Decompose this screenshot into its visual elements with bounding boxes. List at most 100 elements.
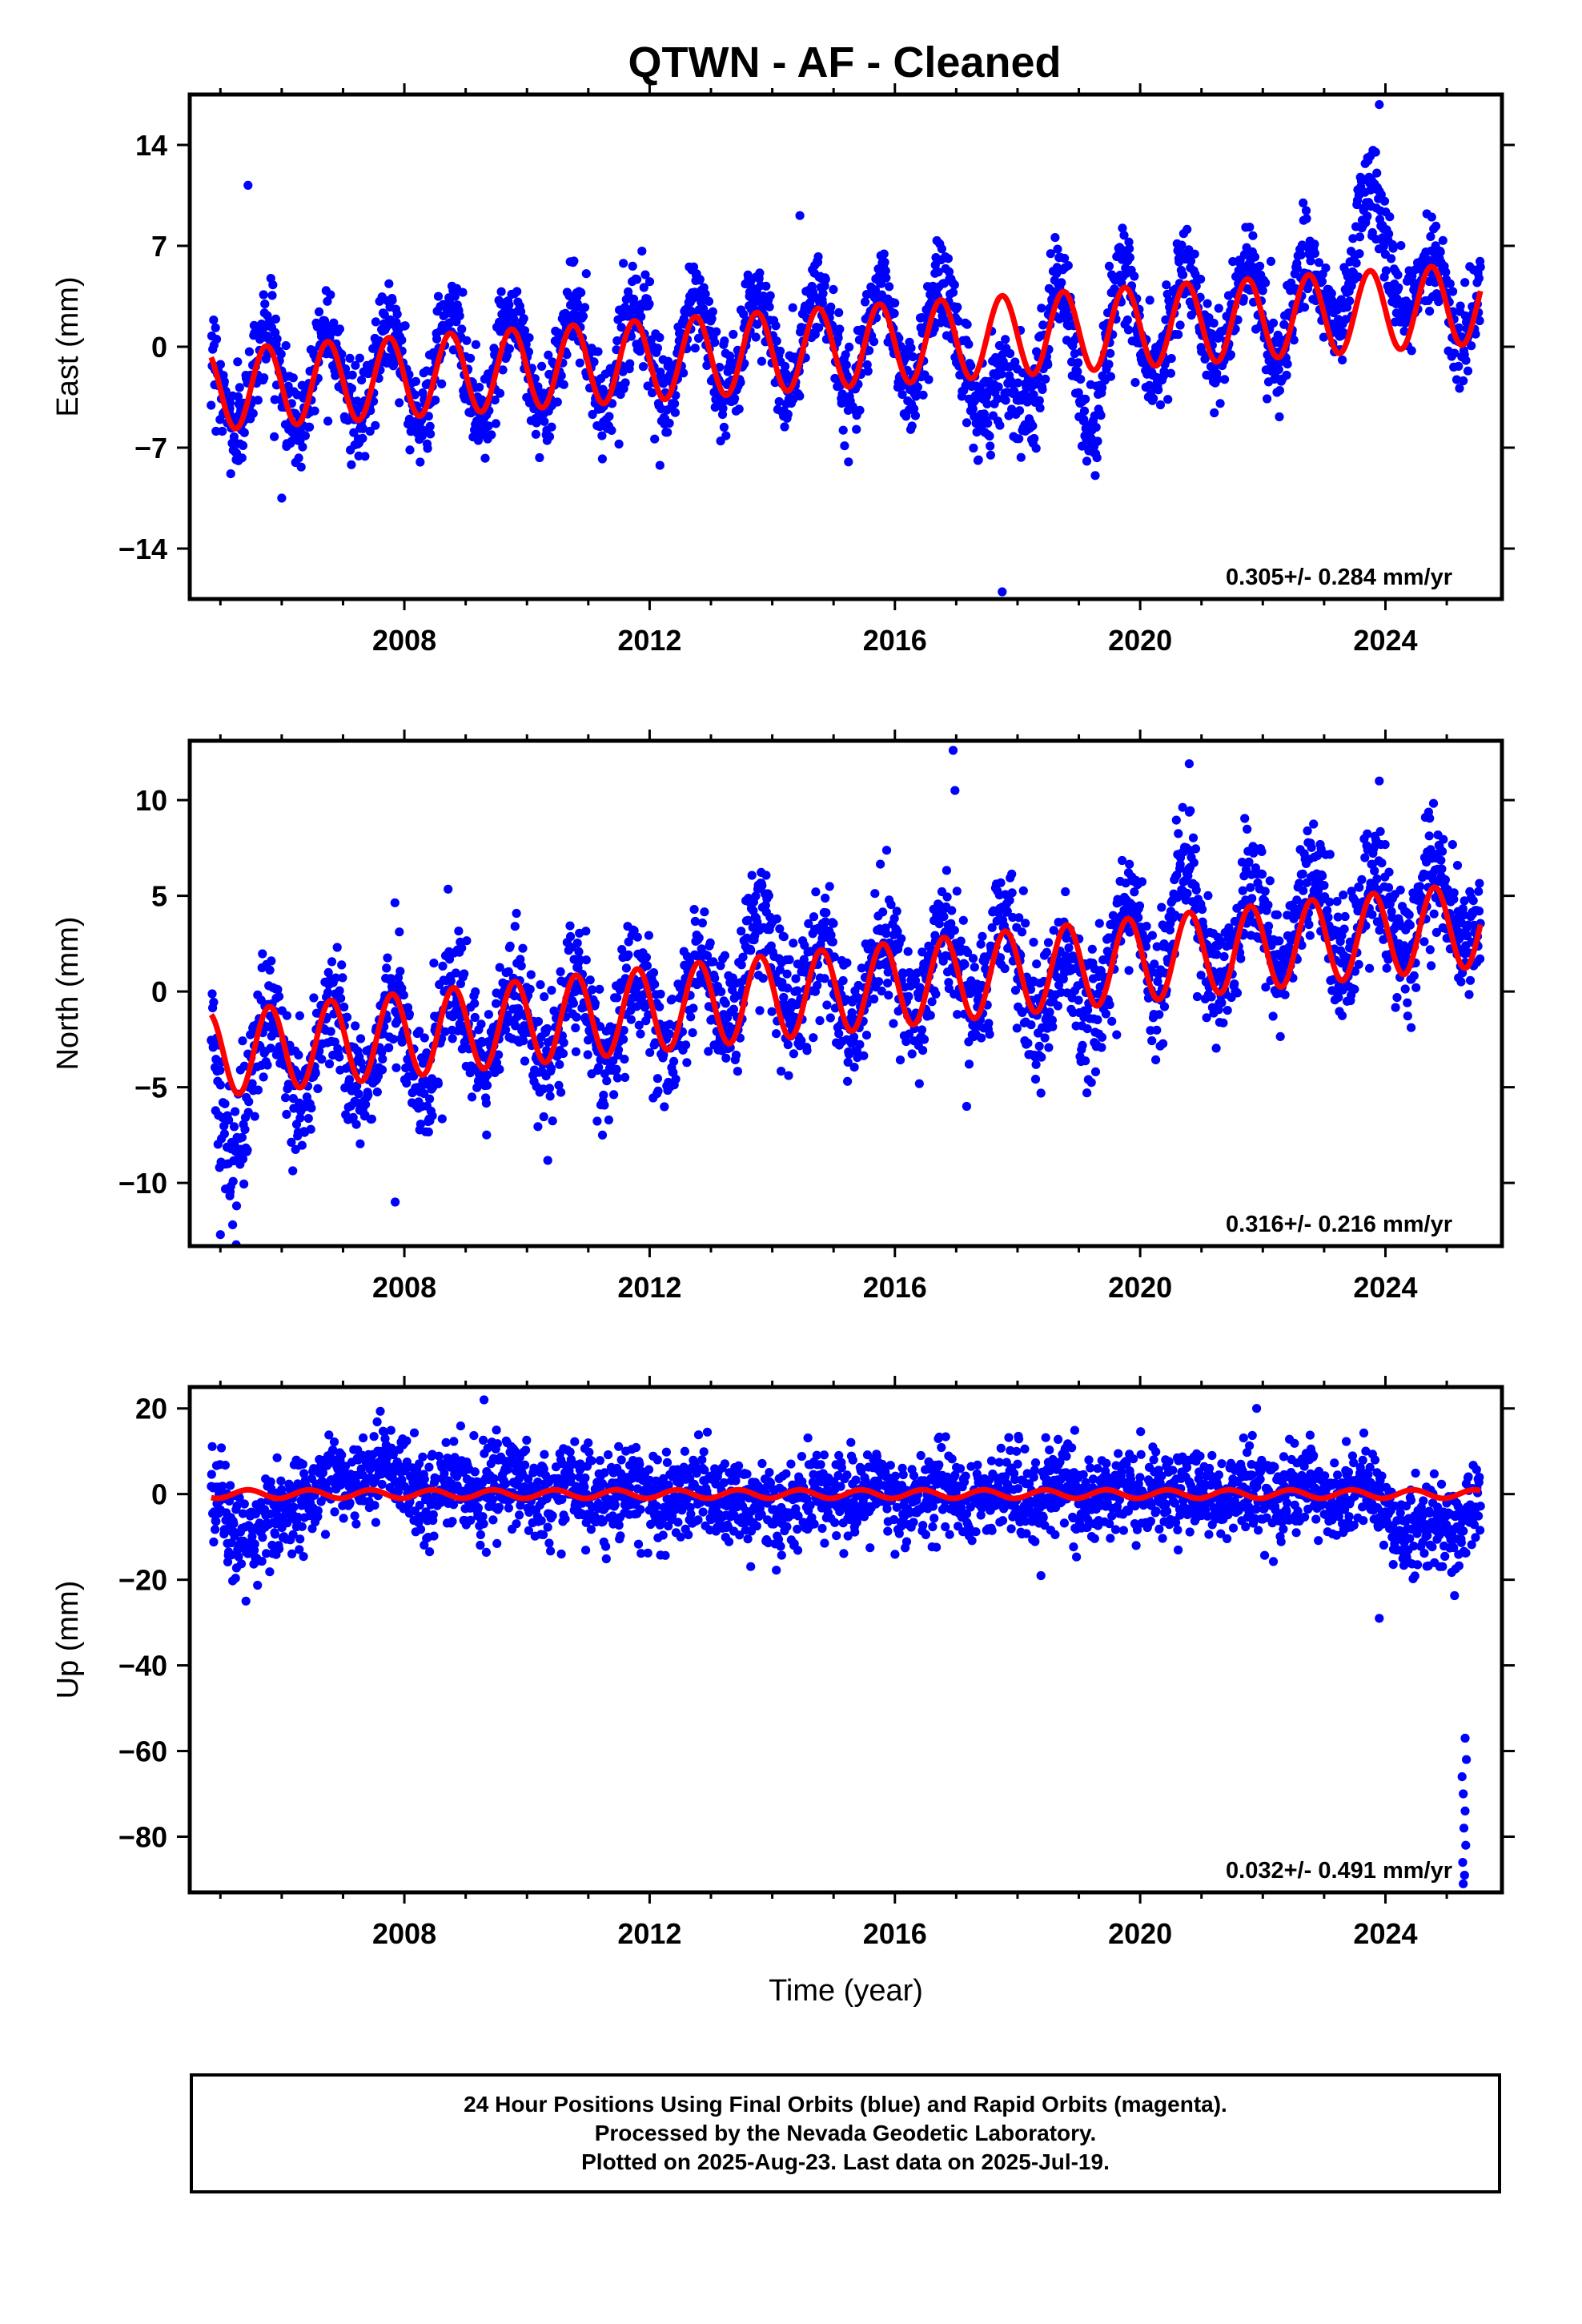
observation-point	[475, 383, 484, 392]
observation-point	[581, 927, 591, 936]
observation-point	[438, 961, 448, 971]
observation-point	[708, 307, 717, 316]
observation-point	[710, 973, 720, 983]
observation-point	[927, 997, 937, 1007]
observation-point	[250, 1112, 259, 1121]
observation-point	[1338, 355, 1347, 365]
observation-point	[1124, 966, 1134, 975]
observation-point	[783, 409, 793, 419]
observation-point	[540, 992, 549, 1002]
observation-point	[1053, 1001, 1062, 1011]
x-tick-label: 2012	[617, 624, 681, 657]
observation-point	[482, 1080, 492, 1090]
observation-point	[974, 455, 983, 464]
observation-point	[821, 908, 831, 918]
observation-point	[473, 436, 484, 445]
observation-point	[861, 1031, 872, 1040]
observation-point	[1125, 243, 1134, 253]
observation-point	[378, 1054, 387, 1063]
observation-point	[1029, 938, 1038, 947]
observation-point	[636, 1029, 645, 1039]
observation-point	[1182, 888, 1192, 899]
observation-point	[838, 425, 848, 435]
observation-point	[1097, 1032, 1107, 1042]
observation-point	[558, 1049, 568, 1059]
observation-point	[444, 884, 453, 894]
observation-point	[384, 1043, 394, 1052]
observation-point	[695, 275, 705, 284]
observation-point	[1105, 1000, 1114, 1010]
observation-point	[389, 358, 400, 368]
observation-point	[739, 309, 749, 319]
observation-point	[1094, 919, 1104, 928]
observation-point	[826, 302, 836, 312]
observation-point	[612, 1064, 621, 1074]
observation-point	[327, 957, 337, 967]
observation-point	[969, 443, 978, 453]
observation-point	[1154, 1010, 1164, 1019]
observation-point	[701, 289, 710, 299]
observation-point	[910, 411, 920, 420]
observation-point	[306, 1124, 315, 1134]
observation-point	[1327, 288, 1336, 298]
observation-point	[432, 334, 442, 344]
observation-point	[450, 292, 460, 301]
observation-point	[395, 927, 404, 937]
observation-point	[1166, 368, 1175, 378]
observation-point	[1041, 374, 1050, 384]
observation-point	[892, 907, 901, 916]
observation-point	[879, 249, 889, 259]
observation-point	[1426, 231, 1435, 241]
observation-point	[1093, 436, 1102, 446]
observation-point	[948, 287, 958, 297]
observation-point	[1355, 249, 1364, 259]
observation-point	[767, 1007, 777, 1016]
observation-point	[1301, 206, 1311, 215]
observation-point	[1043, 938, 1054, 947]
observation-point	[516, 307, 526, 316]
observation-point	[548, 1116, 557, 1126]
observation-point	[813, 252, 823, 262]
observation-point	[1042, 947, 1051, 957]
observation-point	[540, 416, 549, 426]
observation-point	[620, 378, 630, 388]
observation-point	[653, 1086, 663, 1096]
observation-point	[462, 336, 472, 345]
observation-point	[294, 453, 303, 463]
observation-point	[1090, 471, 1100, 480]
observation-point	[1037, 1052, 1046, 1062]
observation-point	[1021, 919, 1030, 928]
observation-point	[643, 381, 652, 391]
observation-point	[1257, 870, 1267, 879]
observation-point	[655, 1002, 665, 1011]
observation-point	[351, 360, 360, 370]
y-tick-label: 7	[151, 230, 167, 263]
observation-point	[1091, 423, 1101, 432]
observation-point	[1142, 922, 1151, 931]
observation-point	[918, 390, 928, 400]
observation-point	[1028, 421, 1038, 431]
observation-point	[404, 1009, 414, 1019]
observation-point	[779, 932, 789, 942]
observation-point	[614, 439, 624, 449]
observation-point	[1275, 412, 1284, 422]
observation-point	[809, 912, 819, 922]
observation-point	[578, 312, 588, 321]
observation-point	[310, 406, 319, 416]
observation-point	[719, 422, 729, 432]
observation-point	[354, 1089, 363, 1099]
observation-point	[1007, 888, 1017, 898]
observation-point	[211, 323, 220, 332]
observation-point	[1298, 869, 1307, 879]
observation-point	[1125, 253, 1134, 263]
observation-point	[937, 244, 946, 254]
observation-point	[1175, 320, 1185, 330]
observation-point	[1045, 1007, 1054, 1017]
observation-point	[655, 460, 665, 470]
observation-point	[539, 1112, 548, 1122]
observation-point	[1035, 403, 1045, 412]
observation-point	[1190, 249, 1199, 259]
observation-point	[840, 441, 849, 451]
observation-point	[1123, 325, 1134, 335]
observation-point	[737, 960, 746, 970]
